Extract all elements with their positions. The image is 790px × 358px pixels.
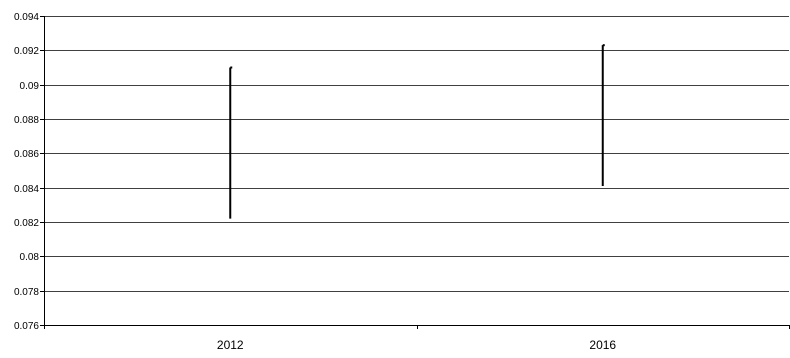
y-tick-label: 0.094: [14, 12, 39, 23]
range-bars: [229, 44, 605, 219]
y-tick-label: 0.084: [14, 184, 39, 195]
y-tick-label: 0.09: [20, 81, 40, 92]
gridlines: [44, 16, 789, 292]
y-tick-label: 0.08: [20, 252, 40, 263]
y-tick-labels: 0.076 0.078 0.08 0.082 0.084 0.086 0.088 0.09 0.…: [14, 12, 39, 332]
x-tick-labels: 2012 2016: [217, 338, 617, 352]
y-tick-label: 0.076: [14, 321, 39, 332]
y-tick-label: 0.086: [14, 149, 39, 160]
y-tick-label: 0.088: [14, 115, 39, 126]
y-tick-label: 0.082: [14, 218, 39, 229]
x-tick-label: 2012: [217, 338, 244, 352]
y-tick-label: 0.092: [14, 46, 39, 57]
x-tick-label: 2016: [589, 338, 616, 352]
axes: [40, 16, 790, 329]
y-tick-label: 0.078: [14, 287, 39, 298]
